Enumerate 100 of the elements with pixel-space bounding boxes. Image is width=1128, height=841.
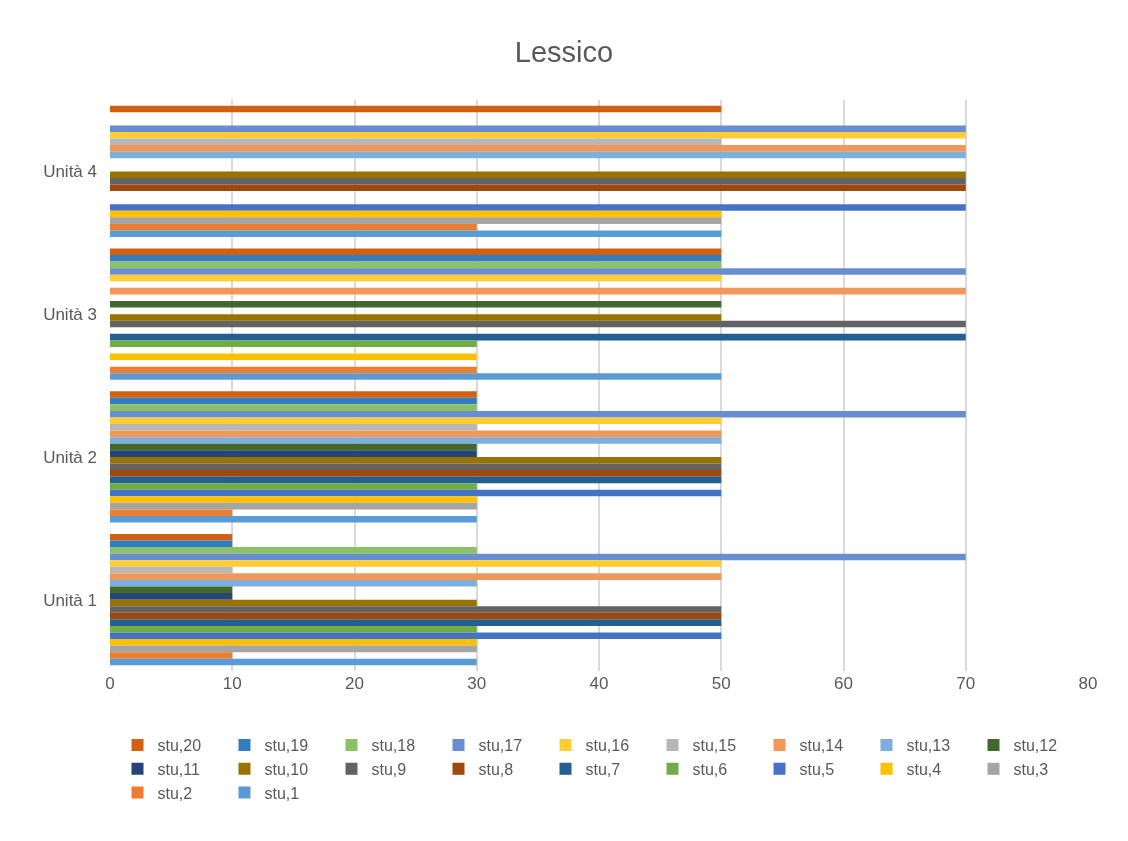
x-tick-label: 0 [105,674,115,693]
bar [110,463,722,471]
legend-label: stu,3 [1013,761,1049,779]
x-tick-label: 40 [589,674,609,693]
bar [110,261,722,269]
bar [110,268,966,275]
bar [110,540,233,548]
bar [110,340,477,347]
bar [110,223,477,231]
bar [110,300,722,308]
legend-label: stu,20 [157,737,202,755]
legend-label: stu,12 [1013,737,1058,755]
bar [110,287,966,295]
legend-label: stu,14 [799,737,844,755]
x-tick-label: 30 [467,674,487,693]
bar [110,417,722,425]
x-tick-label: 50 [711,674,731,693]
bar [110,579,477,587]
legend-label: stu,17 [478,737,523,755]
legend-label: stu,18 [371,737,416,755]
bar [110,509,233,516]
bar [110,533,233,541]
legend-label: stu,9 [371,761,407,779]
y-tick-label: Unità 1 [43,590,97,610]
bar [110,456,722,464]
bar [110,171,966,178]
bar [110,599,477,607]
legend-label: stu,10 [264,761,309,779]
chart-title: Lessico [514,36,614,69]
bar [110,645,477,653]
bar [110,450,477,457]
legend-label: stu,11 [157,761,200,779]
legend-label: stu,2 [157,784,193,802]
legend-label: stu,6 [692,761,728,779]
bar [110,184,966,192]
bar [110,410,966,418]
bar [110,586,233,594]
y-tick-label: Unità 3 [43,305,97,325]
bar [110,443,477,451]
bar [110,424,477,431]
bar [110,274,722,282]
bar [110,612,722,620]
bar [110,606,722,613]
bar [110,230,722,238]
legend-label: stu,1 [264,784,300,802]
x-tick-label: 20 [345,674,364,693]
bar [110,217,722,224]
bar [110,151,966,159]
bar [110,397,477,405]
bar [110,138,722,146]
bar [110,404,477,411]
legend-label: stu,8 [478,761,514,779]
bar [110,373,722,380]
bar [110,483,477,490]
bar [110,430,722,438]
bar [110,502,477,510]
bar [110,547,477,554]
bar [110,566,233,574]
y-tick-label: Unità 2 [43,447,97,467]
bar [110,553,966,561]
bar [110,366,477,374]
bar [110,639,477,646]
bar [110,560,722,567]
bar [110,496,477,503]
bar [110,652,233,659]
bar [110,619,722,626]
legend-label: stu,4 [906,761,942,779]
bar [110,314,722,321]
legend-label: stu,16 [585,737,630,755]
bar [110,658,477,666]
bar [110,320,966,328]
bar [110,391,477,398]
legend-label: stu,19 [264,737,309,755]
x-tick-label: 70 [956,674,976,693]
bar [110,125,966,132]
bar [110,632,722,640]
bar [110,470,722,477]
bar [110,515,477,523]
legend-label: stu,7 [585,761,621,779]
x-tick-label: 10 [222,674,242,693]
bar [110,333,966,341]
bar [110,573,722,580]
bar [110,625,477,633]
bar [110,593,233,600]
x-tick-label: 60 [834,674,853,693]
bar [110,210,722,218]
legend-label: stu,5 [799,761,835,779]
bar [110,177,966,185]
bar [110,476,722,484]
bar [110,489,722,497]
bar [110,353,477,361]
y-tick-label: Unità 4 [43,162,97,182]
bar [110,255,722,262]
legend-label: stu,13 [906,737,951,755]
bar [110,105,722,113]
bar [110,204,966,211]
bar [110,437,722,444]
x-tick-label: 80 [1078,674,1098,693]
bar [110,248,722,256]
bar [110,131,966,139]
